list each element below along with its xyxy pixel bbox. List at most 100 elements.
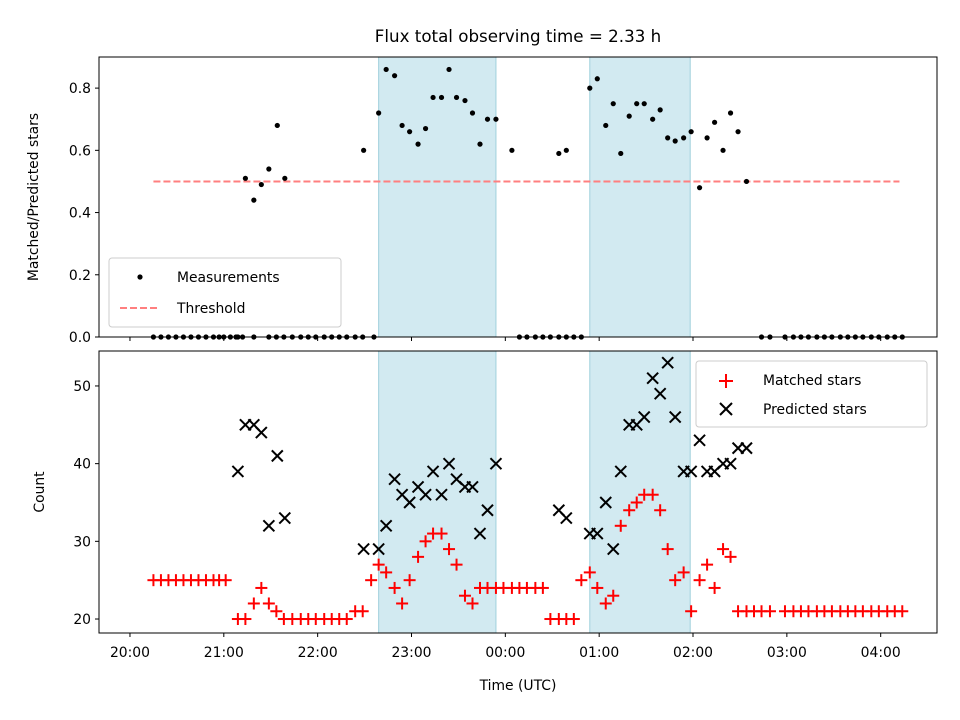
measurement-point bbox=[391, 73, 398, 79]
bottom-legend: Matched stars Predicted stars bbox=[695, 360, 928, 428]
predicted-star-point bbox=[638, 410, 651, 424]
matched-stars-points bbox=[147, 488, 909, 626]
matched-star-point bbox=[654, 504, 667, 517]
matched-star-point bbox=[717, 543, 730, 556]
matched-star-point bbox=[599, 597, 612, 610]
top-axes: 0.00.20.40.60.8 Matched/Predicted stars … bbox=[26, 56, 938, 346]
measurement-point bbox=[650, 116, 656, 122]
measurement-point bbox=[626, 113, 632, 119]
matched-star-point bbox=[435, 527, 448, 540]
predicted-star-point bbox=[489, 457, 503, 470]
predicted-star-point bbox=[740, 441, 753, 455]
measurement-point bbox=[469, 110, 476, 116]
bottom-x-ticks: 20:00 21:00 22:00 23:00 00:00 01:00 02:00 03:00… bbox=[110, 633, 901, 661]
matched-star-point bbox=[396, 597, 409, 610]
measurement-point bbox=[681, 135, 687, 141]
measurement-point bbox=[634, 101, 640, 107]
x-tick-label: 20:00 bbox=[110, 645, 150, 661]
matched-star-point bbox=[443, 543, 456, 556]
bottom-y-ticks: 20 30 40 50 bbox=[73, 379, 99, 628]
predicted-star-point bbox=[473, 527, 487, 540]
measurement-point bbox=[688, 129, 694, 135]
matched-star-point bbox=[661, 543, 674, 556]
measurement-point bbox=[509, 147, 515, 153]
matched-star-point bbox=[763, 605, 776, 618]
measurement-point bbox=[711, 119, 718, 125]
measurement-point bbox=[618, 150, 624, 157]
matched-star-point bbox=[380, 566, 393, 579]
matched-star-point bbox=[450, 558, 463, 571]
predicted-star-point bbox=[591, 527, 604, 540]
top-legend-box bbox=[108, 257, 342, 328]
y-tick-label: 0.6 bbox=[69, 143, 91, 159]
measurement-point bbox=[266, 166, 272, 172]
top-y-axis-label: Matched/Predicted stars bbox=[26, 113, 42, 281]
matched-star-point bbox=[247, 597, 260, 610]
shaded-band bbox=[589, 351, 691, 633]
legend-measurements-label: Measurements bbox=[177, 270, 280, 286]
measurement-point bbox=[282, 175, 288, 181]
measurement-point bbox=[484, 116, 491, 122]
y-tick-label: 0.2 bbox=[69, 268, 91, 284]
measurement-point bbox=[556, 150, 562, 157]
matched-star-point bbox=[372, 558, 385, 571]
matched-star-point bbox=[239, 613, 252, 626]
predicted-star-point bbox=[435, 488, 448, 501]
legend-predicted-marker bbox=[719, 402, 733, 416]
predicted-star-point bbox=[357, 542, 370, 556]
y-tick-label: 20 bbox=[73, 612, 91, 628]
matched-star-point bbox=[646, 488, 659, 501]
legend-measurements-marker bbox=[137, 274, 143, 280]
matched-star-point bbox=[466, 597, 479, 610]
legend-matched-marker bbox=[719, 374, 733, 388]
legend-matched-label: Matched stars bbox=[763, 373, 861, 389]
y-tick-label: 30 bbox=[73, 534, 91, 550]
measurement-point bbox=[258, 181, 264, 188]
measurement-point bbox=[587, 85, 593, 91]
matched-star-point bbox=[262, 597, 275, 610]
predicted-star-point bbox=[372, 542, 385, 556]
matched-star-point bbox=[412, 550, 425, 563]
predicted-star-point bbox=[684, 465, 698, 478]
measurement-point bbox=[665, 135, 671, 141]
measurement-point bbox=[603, 122, 609, 129]
predicted-stars-points bbox=[231, 356, 753, 556]
matched-star-point bbox=[356, 605, 369, 618]
measurement-point bbox=[704, 135, 710, 141]
x-tick-label: 23:00 bbox=[391, 645, 431, 661]
predicted-star-point bbox=[419, 488, 432, 501]
top-plot-frame bbox=[98, 56, 938, 338]
measurement-point bbox=[672, 138, 678, 144]
measurement-point bbox=[407, 129, 413, 135]
measurement-point bbox=[727, 110, 734, 116]
measurement-point bbox=[462, 97, 468, 104]
matched-star-point bbox=[677, 566, 690, 579]
legend-predicted-label: Predicted stars bbox=[763, 402, 867, 418]
x-tick-label: 21:00 bbox=[204, 645, 244, 661]
predicted-star-point bbox=[231, 465, 245, 478]
matched-star-point bbox=[701, 558, 714, 571]
bottom-shaded-bands bbox=[378, 351, 691, 633]
predicted-star-point bbox=[271, 449, 284, 463]
matched-star-point bbox=[340, 613, 353, 626]
bottom-legend-box bbox=[695, 360, 928, 428]
predicted-star-point bbox=[724, 457, 737, 470]
measurement-point bbox=[376, 110, 382, 116]
measurement-point bbox=[477, 141, 483, 147]
matched-star-point bbox=[708, 581, 721, 594]
matched-star-point bbox=[419, 535, 432, 548]
measurement-point bbox=[743, 178, 750, 185]
shaded-band bbox=[589, 57, 691, 337]
bottom-plot-frame bbox=[98, 350, 938, 634]
shaded-band bbox=[378, 57, 496, 337]
predicted-star-point bbox=[379, 519, 393, 533]
predicted-star-point bbox=[607, 542, 620, 556]
predicted-star-point bbox=[693, 434, 706, 447]
matched-star-point bbox=[219, 574, 232, 587]
measurement-point bbox=[594, 76, 600, 82]
matched-star-point bbox=[669, 574, 682, 587]
measurement-point bbox=[422, 125, 429, 132]
measurement-point bbox=[453, 94, 460, 101]
measurement-point bbox=[735, 129, 741, 135]
y-tick-label: 0.0 bbox=[69, 330, 91, 346]
